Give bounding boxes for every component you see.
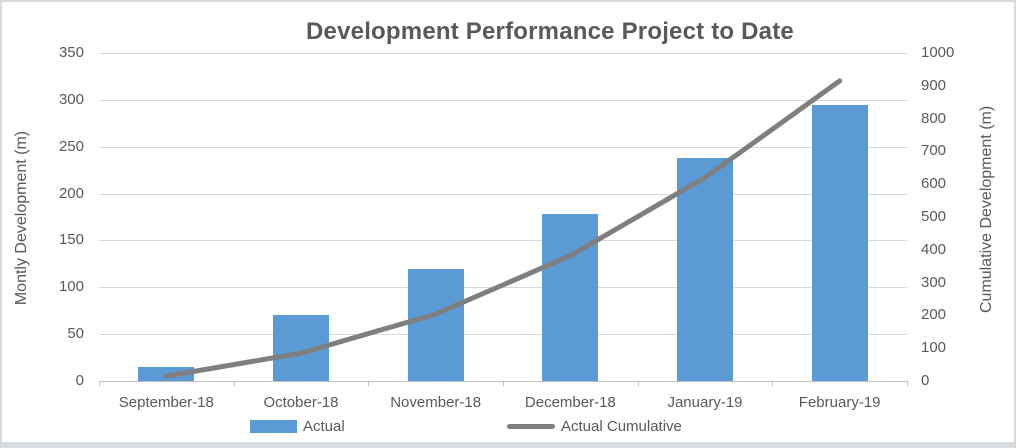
bottom-strip xyxy=(2,442,1014,448)
x-axis-label-October-18: October-18 xyxy=(263,394,339,411)
x-axis-tick xyxy=(772,381,774,386)
chart-title: Development Performance Project to Date xyxy=(306,18,794,45)
left-axis-tick-label: 150 xyxy=(58,231,84,249)
left-axis-tick-label: 200 xyxy=(58,184,84,202)
x-axis-tick xyxy=(907,381,908,386)
x-axis-label-November-18: November-18 xyxy=(390,394,482,411)
gridline xyxy=(99,287,907,289)
right-axis-tick-label: 0 xyxy=(921,372,930,389)
legend-swatch-actual-cumulative xyxy=(507,424,555,429)
right-axis-tick-label: 1000 xyxy=(921,44,955,61)
right-axis-tick-label: 200 xyxy=(921,306,947,324)
legend-label-actual-cumulative: Actual Cumulative xyxy=(561,418,682,435)
x-axis-tick xyxy=(637,381,639,386)
left-axis-tick-label: 350 xyxy=(58,44,84,61)
gridline xyxy=(99,240,907,242)
right-axis-tick-label: 100 xyxy=(921,339,947,357)
plot-area[interactable] xyxy=(99,53,908,386)
x-axis-label-December-18: December-18 xyxy=(524,394,616,411)
legend-label-actual: Actual xyxy=(303,418,345,435)
x-axis-label-February-19: February-19 xyxy=(798,394,881,411)
right-axis-tick-label: 700 xyxy=(921,142,947,160)
right-axis-tick-label: 800 xyxy=(921,109,947,127)
left-axis-tick-label: 50 xyxy=(67,325,84,343)
x-axis-label-January-19: January-19 xyxy=(667,394,743,411)
gridline xyxy=(99,193,907,195)
right-axis-tick-label: 400 xyxy=(921,240,947,258)
x-axis-tick xyxy=(368,381,370,386)
bar-January-19[interactable] xyxy=(677,157,733,381)
legend-swatch-actual xyxy=(250,420,297,433)
right-axis-tick-label: 300 xyxy=(921,273,947,291)
legend-item-actual-cumulative[interactable]: Actual Cumulative xyxy=(507,418,682,435)
x-axis-tick xyxy=(503,381,504,386)
left-axis-tick-label: 100 xyxy=(58,278,84,296)
gridline xyxy=(99,99,907,101)
gridline xyxy=(99,334,907,336)
gridline xyxy=(99,53,907,54)
x-axis-tick xyxy=(233,381,235,386)
bar-February-19[interactable] xyxy=(811,104,868,381)
cumulative-line[interactable] xyxy=(163,78,843,379)
right-axis-tick-label: 500 xyxy=(921,208,947,225)
left-axis-tick-label: 300 xyxy=(58,90,84,108)
legend-item-actual[interactable]: Actual xyxy=(250,418,345,435)
right-axis-tick-label: 900 xyxy=(921,76,947,94)
gridline xyxy=(99,146,907,148)
x-axis-label-September-18: September-18 xyxy=(118,394,214,411)
right-axis-tick-label: 600 xyxy=(921,175,947,193)
left-axis-tick-label: 250 xyxy=(58,137,84,155)
bar-November-18[interactable] xyxy=(407,269,464,381)
x-axis-tick xyxy=(99,381,100,386)
left-axis-tick-label: 0 xyxy=(75,372,84,389)
